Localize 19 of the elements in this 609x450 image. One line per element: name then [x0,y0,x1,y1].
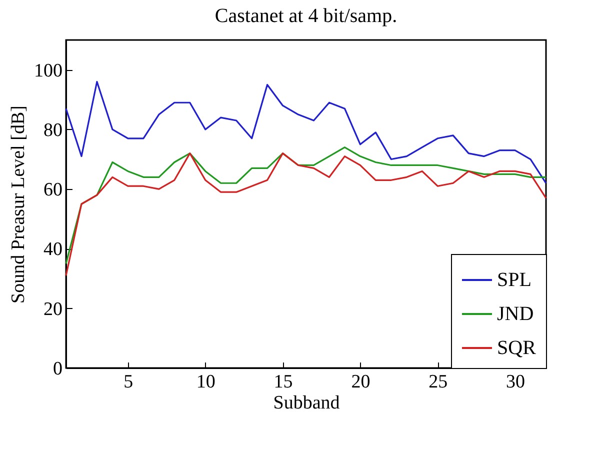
legend-label: SQR [497,337,537,359]
y-tick-label: 0 [53,358,62,380]
y-axis-title: Sound Preasur Level [dB] [8,106,29,304]
legend-label: SPL [497,269,532,291]
legend-label: JND [497,303,534,325]
chart-title: Castanet at 4 bit/samp. [214,5,398,27]
x-tick-label: 30 [506,372,526,392]
x-tick-label: 15 [274,372,293,392]
x-tick-label: 10 [196,372,216,392]
line-series [65,80,547,184]
y-tick-label: 40 [44,239,62,260]
x-tick-label: 5 [124,372,134,392]
y-tick-label: 80 [44,120,62,141]
y-tick-label: 100 [34,60,62,82]
x-tick-label: 20 [351,372,370,392]
y-tick-label: 60 [44,180,62,201]
x-tick-label: 25 [428,372,448,392]
x-axis-title: Subband [273,392,340,414]
y-tick-label: 20 [44,298,62,320]
